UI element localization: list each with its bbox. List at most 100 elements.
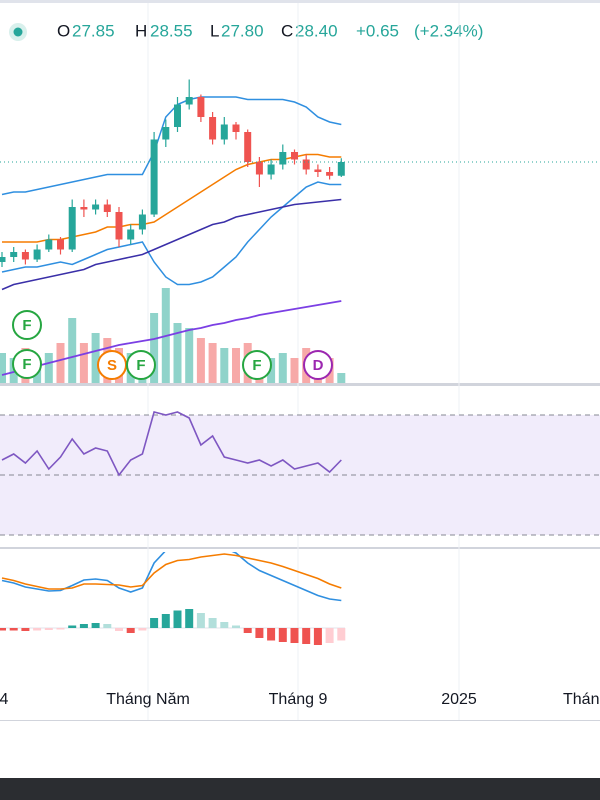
- event-marker: [12, 310, 42, 340]
- x-tick-label: Tháng 9: [269, 691, 328, 708]
- header-label: C: [281, 21, 293, 40]
- candle-body: [314, 169, 322, 172]
- macd-hist-bar: [337, 628, 346, 641]
- event-label: D: [313, 357, 324, 374]
- macd-pane: [0, 552, 346, 645]
- separator: [0, 383, 600, 386]
- header-change-pct: (+2.34%): [414, 21, 483, 40]
- candle-body: [92, 204, 100, 210]
- header-value: 27.85: [72, 21, 115, 40]
- volume-bar: [208, 343, 217, 383]
- candle-body: [45, 239, 53, 250]
- volume-bar: [68, 318, 77, 383]
- status-icon: [13, 27, 23, 37]
- candle-body: [80, 207, 88, 210]
- volume-bar: [56, 343, 65, 383]
- x-tick-label: 4: [0, 691, 9, 708]
- macd-hist-bar: [267, 628, 276, 641]
- volume-bar: [220, 348, 229, 383]
- volume-bar: [337, 373, 346, 383]
- candle-body: [185, 97, 193, 105]
- macd-hist-bar: [290, 628, 299, 643]
- volume-bar: [44, 353, 53, 383]
- macd-hist-bar: [232, 625, 240, 628]
- candle-body: [209, 117, 217, 140]
- macd-hist-bar: [243, 628, 252, 633]
- macd-hist-bar: [313, 628, 322, 645]
- x-tick-label: Tháng Năm: [106, 691, 190, 708]
- event-label: F: [252, 357, 261, 374]
- separator: [0, 720, 600, 721]
- candle-body: [197, 97, 205, 117]
- volume-bar: [150, 313, 159, 383]
- macd-hist-bar: [173, 610, 182, 628]
- candle-body: [255, 162, 263, 175]
- candle-body: [57, 239, 64, 250]
- volume-bar: [0, 353, 6, 383]
- candle-body: [127, 229, 135, 240]
- macd-hist-bar: [21, 628, 30, 631]
- macd-hist-bar: [68, 625, 77, 628]
- event-marker: [242, 350, 272, 380]
- macd-hist-bar: [302, 628, 311, 644]
- macd-hist-bar: [150, 618, 159, 628]
- volume-bar: [91, 333, 100, 383]
- macd-hist-bar: [161, 614, 170, 628]
- volume-bar: [290, 358, 299, 383]
- candle-body: [279, 152, 287, 165]
- volume-bar: [232, 348, 240, 383]
- macd-hist-bar: [9, 628, 18, 631]
- candle-body: [267, 164, 275, 175]
- candle-body: [174, 104, 181, 127]
- top-border: [0, 0, 600, 3]
- macd-hist-bar: [33, 628, 42, 631]
- macd-hist-bar: [103, 624, 112, 628]
- candle-body: [0, 257, 6, 262]
- event-marker: [126, 350, 156, 380]
- event-label: F: [136, 357, 145, 374]
- macd-hist-bar: [255, 628, 264, 638]
- header-label: H: [135, 21, 147, 40]
- volume-bar: [173, 323, 182, 383]
- macd-hist-bar: [56, 628, 65, 630]
- macd-hist-bar: [196, 613, 205, 628]
- header: O 27.85 H 28.55 L 27.80 C 28.40 +0.65 (+…: [57, 21, 483, 40]
- price-pane: [0, 79, 345, 291]
- volume-bar: [79, 343, 88, 383]
- candle-body: [10, 252, 18, 257]
- candle-body: [138, 214, 146, 230]
- volume-ma-line: [1, 300, 342, 376]
- overlay-line: [1, 181, 342, 286]
- candle-body: [33, 249, 41, 260]
- volume-bar: [185, 328, 194, 383]
- candle-body: [337, 162, 345, 176]
- macd-hist-bar: [220, 622, 229, 628]
- macd-hist-bar: [185, 609, 194, 628]
- candle-body: [150, 139, 158, 215]
- rsi-line: [1, 411, 342, 477]
- x-tick-label: Thán: [563, 691, 599, 708]
- event-marker: [303, 350, 333, 380]
- macd-hist-bar: [115, 628, 123, 631]
- macd-line: [1, 552, 342, 602]
- candle-body: [68, 207, 76, 250]
- volume-bar: [278, 353, 287, 383]
- candle-body: [326, 172, 334, 176]
- macd-hist-bar: [278, 628, 287, 642]
- overlay-line: [1, 198, 342, 291]
- header-label: O: [57, 21, 70, 40]
- macd-hist-bar: [325, 628, 334, 643]
- macd-hist-bar: [138, 628, 147, 631]
- signal-line: [1, 553, 342, 590]
- candle-body: [162, 127, 170, 140]
- header-value: 28.55: [150, 21, 193, 40]
- candle-body: [302, 159, 310, 170]
- candle-body: [21, 252, 29, 260]
- volume-bar: [267, 358, 276, 383]
- x-tick-label: 2025: [441, 691, 477, 708]
- macd-hist-bar: [79, 624, 88, 628]
- candle-body: [115, 212, 123, 240]
- taskbar: [0, 778, 600, 800]
